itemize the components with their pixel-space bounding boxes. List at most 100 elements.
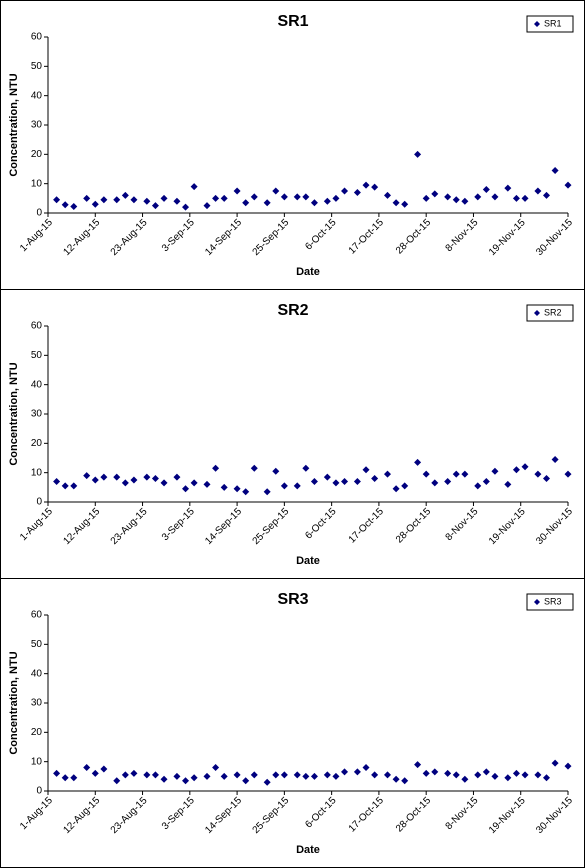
- data-point: [130, 476, 138, 484]
- data-point: [250, 193, 258, 201]
- data-point: [414, 150, 422, 158]
- data-point: [280, 193, 288, 201]
- data-point: [323, 771, 331, 779]
- y-axis-label: Concentration, NTU: [8, 362, 20, 465]
- data-point: [341, 187, 349, 195]
- data-point: [491, 772, 499, 780]
- data-point: [371, 771, 379, 779]
- data-point: [414, 458, 422, 466]
- x-axis-label: Date: [296, 555, 320, 567]
- data-point: [461, 470, 469, 478]
- legend-box: [526, 593, 574, 611]
- data-point: [543, 475, 551, 483]
- data-point: [431, 190, 439, 198]
- x-tick-label: 14-Sep-15: [203, 217, 244, 258]
- y-tick-label: 40: [31, 668, 43, 679]
- data-point: [272, 187, 280, 195]
- data-point: [91, 200, 99, 208]
- data-point: [392, 485, 400, 493]
- data-point: [362, 764, 370, 772]
- data-point: [551, 166, 559, 174]
- x-tick-label: 8-Nov-15: [444, 217, 481, 254]
- data-point: [53, 196, 61, 204]
- data-point: [332, 194, 340, 202]
- data-point: [302, 464, 310, 472]
- data-point: [504, 184, 512, 192]
- data-point: [482, 477, 490, 485]
- data-point: [250, 464, 258, 472]
- data-point: [190, 183, 198, 191]
- data-point: [100, 765, 108, 773]
- x-tick-label: 25-Sep-15: [251, 217, 292, 258]
- x-tick-label: 28-Oct-15: [394, 506, 434, 546]
- legend: SR3: [526, 593, 574, 611]
- data-point: [272, 771, 280, 779]
- x-tick-label: 3-Sep-15: [160, 217, 197, 254]
- x-tick-label: 6-Oct-15: [303, 795, 339, 831]
- legend-box: [526, 15, 574, 33]
- data-point: [151, 202, 159, 210]
- data-point: [242, 777, 250, 785]
- legend-label: SR3: [544, 596, 562, 606]
- y-tick-label: 20: [31, 149, 43, 160]
- legend: SR1: [526, 15, 574, 33]
- x-tick-label: 6-Oct-15: [303, 506, 339, 542]
- data-point: [392, 199, 400, 207]
- x-tick-label: 19-Nov-15: [487, 795, 528, 836]
- data-point: [422, 194, 430, 202]
- data-point: [323, 473, 331, 481]
- data-point: [143, 771, 151, 779]
- data-point: [182, 777, 190, 785]
- x-tick-label: 14-Sep-15: [203, 795, 244, 836]
- x-tick-label: 3-Sep-15: [160, 506, 197, 543]
- data-point: [512, 194, 520, 202]
- data-point: [130, 769, 138, 777]
- data-point: [61, 201, 69, 209]
- x-tick-label: 28-Oct-15: [394, 795, 434, 835]
- x-tick-label: 30-Nov-15: [534, 217, 575, 258]
- data-point: [113, 473, 121, 481]
- legend-box: [526, 304, 574, 322]
- data-point: [512, 466, 520, 474]
- y-axis-label: Concentration, NTU: [8, 651, 20, 754]
- legend-marker: [534, 310, 540, 316]
- data-point: [521, 463, 529, 471]
- data-point: [173, 473, 181, 481]
- data-point: [212, 194, 220, 202]
- data-point: [534, 187, 542, 195]
- data-point: [551, 759, 559, 767]
- data-point: [564, 762, 572, 770]
- data-point: [491, 193, 499, 201]
- data-point: [482, 768, 490, 776]
- y-tick-label: 60: [31, 321, 43, 332]
- data-point: [220, 483, 228, 491]
- data-point: [332, 772, 340, 780]
- x-tick-label: 14-Sep-15: [203, 506, 244, 547]
- chart-title: SR1: [277, 13, 308, 30]
- legend-marker: [534, 21, 540, 27]
- y-tick-label: 0: [36, 786, 42, 797]
- y-tick-label: 60: [31, 610, 43, 621]
- data-point: [151, 475, 159, 483]
- data-point: [353, 188, 361, 196]
- data-point: [203, 480, 211, 488]
- data-point: [203, 202, 211, 210]
- data-point: [220, 194, 228, 202]
- y-tick-label: 30: [31, 698, 43, 709]
- data-point: [431, 768, 439, 776]
- data-point: [401, 200, 409, 208]
- data-point: [392, 775, 400, 783]
- x-tick-label: 1-Aug-15: [18, 506, 55, 543]
- data-point: [293, 771, 301, 779]
- x-tick-label: 17-Oct-15: [347, 217, 387, 257]
- x-tick-label: 17-Oct-15: [347, 795, 387, 835]
- data-point: [121, 191, 129, 199]
- data-point: [521, 194, 529, 202]
- data-point: [452, 470, 460, 478]
- data-point: [384, 470, 392, 478]
- data-point: [263, 199, 271, 207]
- x-axis-label: Date: [296, 266, 320, 278]
- y-tick-label: 40: [31, 90, 43, 101]
